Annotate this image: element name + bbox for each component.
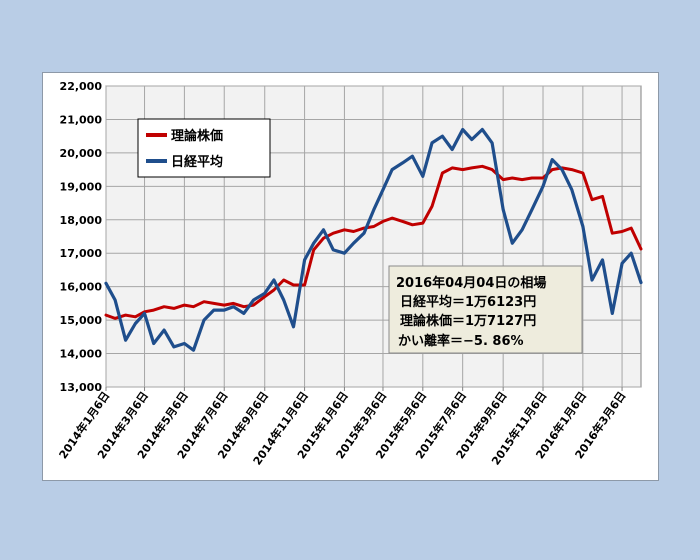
y-tick-label: 19,000 bbox=[60, 180, 103, 193]
y-tick-label: 20,000 bbox=[60, 147, 103, 160]
annotation-line-divergence: かい離率＝−5. 86% bbox=[398, 333, 524, 349]
legend-box bbox=[137, 118, 271, 178]
annotation-box: 2016年04月04日の相場 日経平均＝1万6123円 理論株価＝1万7127円… bbox=[388, 265, 583, 354]
y-tick-label: 18,000 bbox=[60, 214, 103, 227]
chart-panel: 13,000 14,000 15,000 16,000 17,000 18,000 19,0… bbox=[42, 72, 659, 481]
legend: 理論株価 日経平均 bbox=[137, 118, 271, 178]
y-tick-label: 14,000 bbox=[60, 348, 103, 361]
y-tick-label: 16,000 bbox=[60, 281, 103, 294]
series-layer bbox=[104, 127, 643, 352]
chart-svg: 13,000 14,000 15,000 16,000 17,000 18,000 19,0… bbox=[56, 80, 643, 468]
annotation-background bbox=[388, 265, 583, 354]
series-line-theoretical bbox=[104, 164, 643, 320]
series-line-nikkei bbox=[104, 127, 643, 352]
legend-label-nikkei: 日経平均 bbox=[171, 154, 223, 170]
y-tick-label: 13,000 bbox=[60, 381, 103, 394]
y-tick-label: 15,000 bbox=[60, 314, 103, 327]
y-tick-label: 17,000 bbox=[60, 247, 103, 260]
y-tick-label: 22,000 bbox=[60, 80, 103, 93]
annotation-line-nikkei: 日経平均＝1万6123円 bbox=[400, 294, 536, 310]
y-tick-label: 21,000 bbox=[60, 113, 103, 126]
legend-label-theoretical: 理論株価 bbox=[171, 128, 223, 144]
annotation-line-theoretical: 理論株価＝1万7127円 bbox=[400, 313, 536, 329]
annotation-line-date: 2016年04月04日の相場 bbox=[396, 275, 546, 291]
